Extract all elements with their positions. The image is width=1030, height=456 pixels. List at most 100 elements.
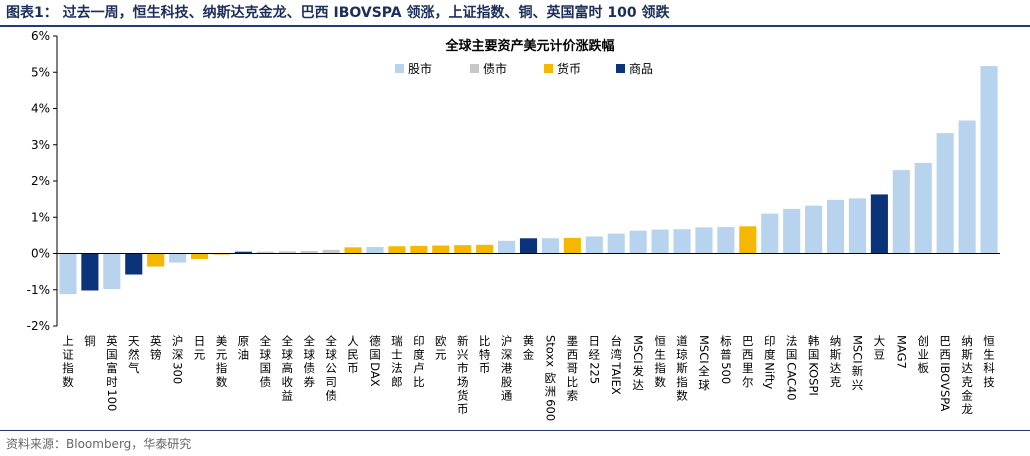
x-tick-label-part: 人 — [347, 334, 359, 348]
x-tick-label-part: 数 — [216, 375, 228, 389]
x-tick-label-part: 港 — [501, 361, 513, 375]
x-tick-label: 比特币 — [479, 334, 491, 375]
x-tick-label-part: 新 — [852, 364, 864, 378]
bar — [498, 240, 516, 254]
x-tick-label-part: 法 — [391, 361, 403, 375]
x-tick-label-part: 创 — [917, 334, 929, 348]
x-tick-label-part: 尔 — [742, 375, 754, 389]
x-tick-label-part: 球 — [282, 348, 294, 362]
x-tick-label-part: MAG7 — [894, 335, 908, 369]
x-tick-label-part: 然 — [128, 348, 140, 362]
bar — [892, 170, 910, 254]
bar — [169, 253, 187, 263]
legend-swatch — [395, 64, 404, 73]
legend-swatch — [544, 64, 553, 73]
x-tick-label-part: 度 — [413, 348, 425, 362]
x-tick-label-part: 债 — [303, 361, 315, 375]
bar — [761, 213, 779, 254]
x-tick-label-part: 债 — [260, 375, 272, 389]
x-tick-label-part: 元 — [216, 348, 228, 362]
x-tick-label-part: 恒 — [654, 334, 666, 348]
x-tick-label-part: 原 — [238, 334, 250, 348]
x-tick-label-part: 富 — [106, 361, 118, 375]
x-tick-label-part: 湾 — [610, 348, 622, 362]
x-tick-label-part: 气 — [128, 361, 140, 375]
legend-swatch — [470, 64, 479, 73]
y-tick-label: 6% — [31, 29, 50, 43]
x-tick-label-part: 金 — [961, 388, 973, 402]
x-tick-label-part: 镑 — [150, 348, 162, 362]
x-tick-label-part: 民 — [347, 348, 359, 362]
x-tick-label-part: 证 — [62, 348, 74, 362]
x-tick-label-part: 比 — [413, 375, 425, 389]
x-tick-label-part: 达 — [961, 361, 973, 375]
bar — [519, 238, 538, 254]
x-tick-label: 恒生科技 — [983, 334, 995, 389]
x-tick-label-part: 黄 — [523, 334, 535, 348]
x-tick-label-part: 纳 — [961, 334, 973, 348]
bar — [81, 253, 99, 291]
bar — [673, 229, 691, 254]
bar — [212, 253, 231, 255]
bar — [190, 253, 209, 259]
x-tick-label-part: 300 — [171, 362, 185, 384]
x-tick-label-part: 元 — [194, 348, 206, 362]
x-tick-label-part: 普 — [720, 348, 732, 362]
x-tick-label-part: 士 — [391, 348, 403, 362]
y-tick-label: 5% — [31, 65, 50, 79]
x-tick-label-part: 油 — [238, 348, 250, 362]
y-tick-label: 3% — [31, 138, 50, 152]
x-tick-label-part: 股 — [501, 375, 513, 389]
x-tick-label-part: 国 — [808, 348, 820, 362]
x-tick-label-part: 兴 — [457, 348, 469, 362]
x-tick-label-part: TAIEX — [609, 361, 623, 395]
x-tick-label-part: 达 — [632, 378, 644, 392]
figure-header: 图表1： 过去一周，恒生科技、纳斯达克金龙、巴西 IBOVSPA 领涨，上证指数… — [6, 5, 670, 21]
bar — [629, 230, 647, 254]
chart-title: 全球主要资产美元计价涨跌幅 — [444, 38, 614, 54]
x-tick-label-part: 斯 — [830, 348, 842, 362]
bar — [980, 66, 998, 254]
x-tick-label-part: 生 — [654, 348, 666, 362]
x-tick-label: 英镑 — [150, 334, 162, 362]
bar — [388, 246, 406, 254]
x-tick-label-part: 上 — [62, 334, 74, 348]
x-tick-label-part: 度 — [764, 348, 776, 362]
x-tick-label-part: 全 — [303, 334, 315, 348]
x-tick-label-part: 深 — [172, 348, 184, 362]
x-tick-label-part: 沪 — [501, 334, 513, 348]
x-tick-label-part: 券 — [303, 375, 315, 389]
x-tick-label-part: 元 — [435, 348, 447, 362]
bar — [366, 246, 384, 254]
x-tick-label-part: 国 — [786, 348, 798, 362]
x-tick-label-part: 业 — [917, 348, 929, 362]
x-tick-label-part: 国 — [369, 348, 381, 362]
bar — [607, 233, 625, 254]
bar — [717, 227, 735, 254]
x-tick-label-part: 100 — [105, 389, 119, 411]
x-tick-label-part: 时 — [106, 375, 118, 389]
x-tick-label-part: 500 — [719, 362, 733, 384]
x-tick-label-part: 全 — [260, 334, 272, 348]
x-tick-label-part: 场 — [457, 375, 469, 389]
x-tick-label-part: 经 — [589, 348, 601, 362]
x-tick-label-part: 指 — [676, 375, 688, 389]
bar — [541, 238, 559, 254]
x-tick-label-part: 国 — [106, 348, 118, 362]
bar — [256, 251, 274, 254]
x-tick-label-part: 225 — [587, 362, 601, 384]
bar — [585, 236, 603, 254]
x-tick-label-part: 墨 — [567, 334, 579, 348]
x-tick-label-part: 印 — [764, 334, 776, 348]
x-tick-label-part: 天 — [128, 334, 140, 348]
x-tick-label-part: 特 — [479, 348, 491, 362]
y-tick-label: 1% — [31, 210, 50, 224]
